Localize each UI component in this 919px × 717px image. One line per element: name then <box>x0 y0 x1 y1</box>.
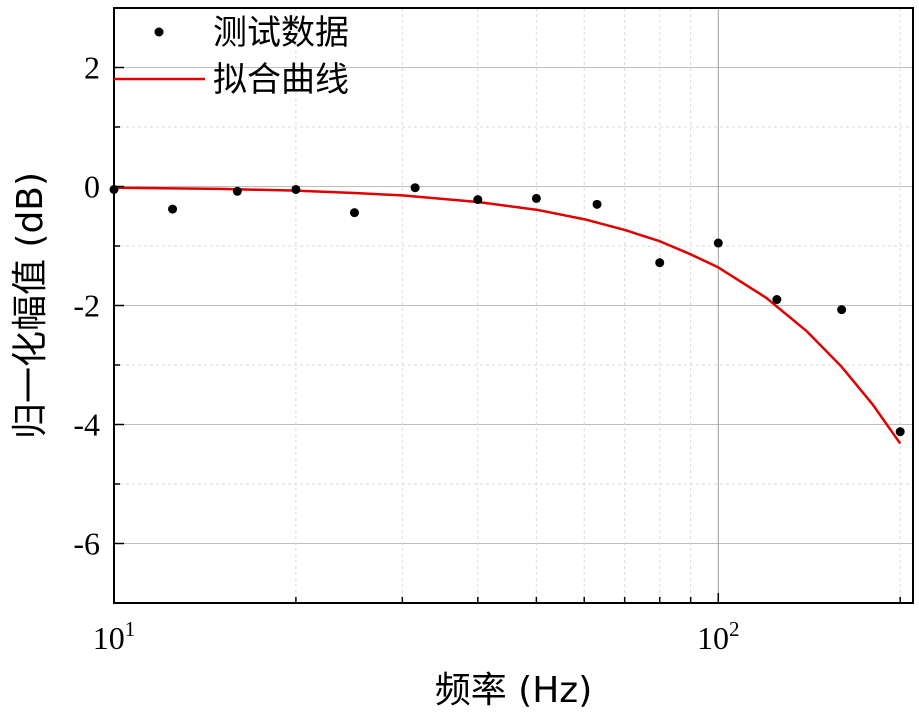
legend-label-fit-curve: 拟合曲线 <box>213 60 349 100</box>
data-point <box>349 208 359 218</box>
data-point <box>291 184 301 194</box>
data-point <box>713 238 723 248</box>
y-tick-label: -2 <box>73 288 100 324</box>
y-tick-label: 2 <box>84 50 100 86</box>
x-axis-title: 频率 (Hz) <box>435 670 593 711</box>
axis-ticks <box>113 7 901 604</box>
tick-labels: 2 0 -2 -4 -6 101 102 <box>73 50 739 657</box>
y-tick-label: -4 <box>73 407 100 443</box>
data-point <box>772 295 782 305</box>
y-axis-title: 归一化幅值 (dB) <box>10 172 51 439</box>
data-point <box>531 193 541 203</box>
y-tick-label: 0 <box>84 169 100 205</box>
legend-marker-test-data <box>154 27 164 37</box>
data-points-layer <box>109 183 905 437</box>
x-tick-label: 102 <box>697 617 740 656</box>
fit-curve-layer <box>113 186 902 445</box>
data-point <box>473 195 483 205</box>
data-point <box>895 427 905 437</box>
data-point <box>410 183 420 193</box>
data-point <box>232 186 242 196</box>
fit-curve-line <box>113 186 902 445</box>
x-tick-label: 101 <box>93 617 136 656</box>
legend-label-test-data: 测试数据 <box>213 13 349 53</box>
y-tick-label: -6 <box>73 526 100 562</box>
data-point <box>168 204 178 214</box>
data-point <box>655 258 665 268</box>
legend: 测试数据 拟合曲线 <box>114 13 349 100</box>
data-point <box>837 305 847 315</box>
data-point <box>592 199 602 209</box>
grid-lines <box>114 8 913 603</box>
